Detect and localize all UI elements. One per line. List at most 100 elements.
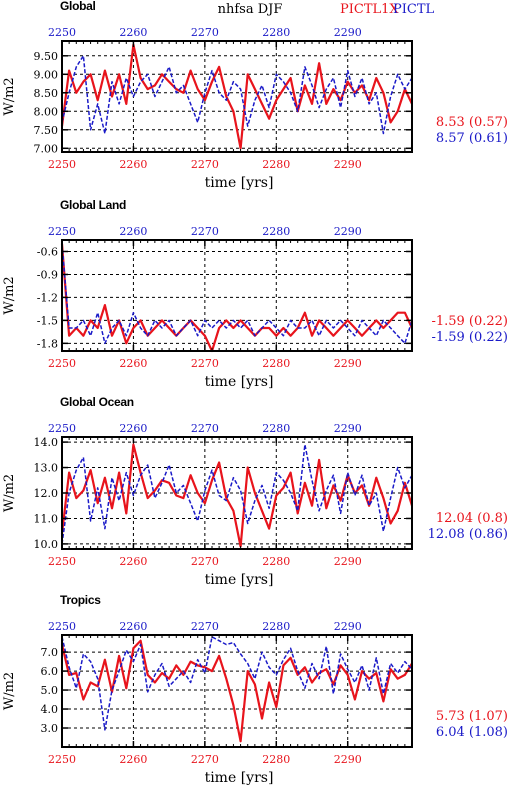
x-tick-label-top: 2290 [334, 422, 362, 435]
y-axis-label: W/m2 [2, 77, 17, 115]
y-tick-label: 12.0 [34, 487, 59, 500]
x-tick-label-top: 2270 [191, 422, 219, 435]
x-tick-label-bottom: 2290 [334, 555, 362, 568]
y-tick-label: 11.0 [34, 512, 59, 525]
x-tick-label-bottom: 2260 [119, 753, 147, 766]
series-line-blue [61, 55, 413, 135]
x-tick-label-top: 2270 [191, 225, 219, 238]
y-tick-label: 7.00 [34, 142, 59, 155]
panel-title: Global Land [60, 198, 126, 212]
x-tick-label-bottom: 2280 [262, 357, 290, 370]
series-line-red [60, 639, 413, 743]
x-tick-label-bottom: 2280 [262, 158, 290, 171]
stat-red: 5.73 (1.07) [436, 709, 508, 724]
x-tick-label-bottom: 2270 [191, 158, 219, 171]
y-tick-label: 3.0 [41, 722, 59, 735]
plot-frame [61, 634, 413, 748]
y-tick-label: 7.0 [41, 646, 59, 659]
x-tick-label-bottom: 2250 [48, 357, 76, 370]
x-tick-label-bottom: 2250 [48, 158, 76, 171]
x-tick-label-top: 2270 [191, 620, 219, 633]
figure-title: nhfsa DJF [218, 2, 283, 17]
x-tick-label-top: 2280 [262, 620, 290, 633]
y-tick-label: 7.50 [34, 124, 59, 137]
series-line-blue [61, 443, 413, 545]
stat-red: 12.04 (0.8) [436, 511, 508, 526]
y-tick-label: -0.6 [37, 245, 58, 258]
x-tick-label-top: 2290 [334, 225, 362, 238]
x-tick-label-bottom: 2260 [119, 555, 147, 568]
y-tick-label: -1.5 [37, 314, 58, 327]
x-tick-label-top: 2260 [119, 422, 147, 435]
y-tick-label: -0.9 [37, 268, 58, 281]
x-axis-label: time [yrs] [205, 374, 274, 390]
chart-panels: Global 2250 2250 2260 2260 2270 2270 2280 2280 22… [2, 0, 508, 786]
x-tick-label-top: 2250 [48, 620, 76, 633]
y-tick-label: 4.0 [41, 703, 59, 716]
x-axis-label: time [yrs] [205, 770, 274, 786]
stat-blue: 6.04 (1.08) [436, 725, 508, 740]
plot-frame [61, 239, 413, 352]
x-tick-label-top: 2260 [119, 26, 147, 39]
y-axis-label: W/m2 [2, 276, 17, 314]
y-tick-label: 5.0 [41, 684, 59, 697]
x-tick-label-top: 2260 [119, 225, 147, 238]
chart-panel-0: Global 2250 2250 2260 2260 2270 2270 2280 2280 22… [2, 0, 508, 191]
stat-blue: -1.59 (0.22) [431, 330, 508, 345]
series-line-red [60, 443, 414, 548]
panel-title: Global Ocean [60, 395, 134, 409]
y-tick-label: -1.8 [37, 337, 58, 350]
x-tick-label-top: 2280 [262, 225, 290, 238]
x-tick-label-bottom: 2290 [334, 357, 362, 370]
x-tick-label-top: 2260 [119, 620, 147, 633]
stat-blue: 12.08 (0.86) [428, 527, 508, 542]
x-tick-label-top: 2250 [48, 225, 76, 238]
legend-blue-label: PICTL [393, 2, 435, 17]
stat-blue: 8.57 (0.61) [436, 131, 508, 146]
y-tick-label: 9.00 [34, 68, 59, 81]
y-tick-label: 6.0 [41, 665, 59, 678]
y-tick-label: 13.0 [34, 462, 59, 475]
x-tick-label-bottom: 2250 [48, 753, 76, 766]
x-tick-label-bottom: 2250 [48, 555, 76, 568]
series-line-red [60, 43, 413, 150]
x-tick-label-bottom: 2260 [119, 357, 147, 370]
series-line-blue [61, 636, 413, 731]
plot-frame [61, 40, 413, 153]
y-tick-label: 8.50 [34, 87, 59, 100]
x-tick-label-top: 2290 [334, 26, 362, 39]
x-tick-label-top: 2250 [48, 422, 76, 435]
x-tick-label-top: 2290 [334, 620, 362, 633]
x-tick-label-bottom: 2280 [262, 753, 290, 766]
y-tick-label: 8.00 [34, 105, 59, 118]
x-tick-label-top: 2280 [262, 26, 290, 39]
x-axis-label: time [yrs] [205, 175, 274, 191]
stat-red: -1.59 (0.22) [431, 314, 508, 329]
x-tick-label-top: 2270 [191, 26, 219, 39]
y-axis-label: W/m2 [2, 474, 17, 512]
series-line-blue [61, 243, 413, 345]
y-tick-label: 9.50 [34, 50, 59, 63]
x-axis-label: time [yrs] [205, 572, 274, 588]
panel-title: Global [60, 0, 96, 13]
x-tick-label-bottom: 2270 [191, 357, 219, 370]
chart-panel-3: Tropics 2250 2250 2260 2260 2270 2270 2280 2280 2… [2, 593, 508, 786]
x-tick-label-bottom: 2260 [119, 158, 147, 171]
panel-title: Tropics [60, 593, 101, 607]
x-tick-label-bottom: 2290 [334, 753, 362, 766]
x-tick-label-top: 2280 [262, 422, 290, 435]
x-tick-label-bottom: 2270 [191, 753, 219, 766]
y-tick-label: -1.2 [37, 291, 58, 304]
chart-panel-1: Global Land 2250 2250 2260 2260 2270 2270 2280 2… [2, 198, 508, 390]
chart-panel-2: Global Ocean 2250 2250 2260 2260 2270 2270 2280… [2, 395, 508, 588]
y-axis-label: W/m2 [2, 672, 17, 710]
x-tick-label-bottom: 2290 [334, 158, 362, 171]
x-tick-label-bottom: 2270 [191, 555, 219, 568]
x-tick-label-top: 2250 [48, 26, 76, 39]
y-tick-label: 14.0 [34, 436, 59, 449]
x-tick-label-bottom: 2280 [262, 555, 290, 568]
legend-red-label: PICTL1X [340, 2, 399, 17]
y-tick-label: 10.0 [34, 538, 59, 551]
stat-red: 8.53 (0.57) [436, 115, 508, 130]
